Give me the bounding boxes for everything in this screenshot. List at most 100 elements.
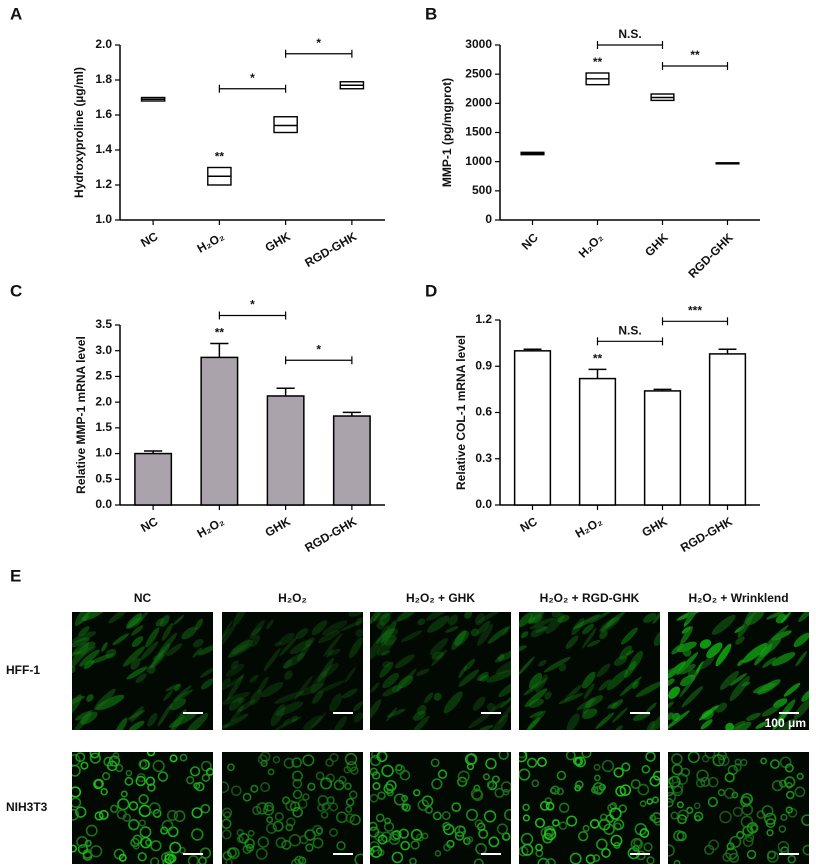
cell bbox=[679, 674, 697, 698]
cell bbox=[226, 847, 237, 858]
cell bbox=[574, 756, 584, 767]
cell bbox=[252, 805, 262, 816]
cell bbox=[112, 752, 120, 760]
cell bbox=[749, 823, 758, 833]
column-label: H₂O₂ bbox=[278, 591, 307, 605]
micrograph bbox=[370, 752, 511, 864]
cell bbox=[582, 697, 594, 715]
cell bbox=[472, 696, 486, 711]
cell bbox=[401, 803, 409, 811]
cell bbox=[386, 707, 398, 722]
cell bbox=[522, 814, 530, 822]
cell bbox=[519, 752, 528, 759]
cell bbox=[317, 657, 335, 683]
cell bbox=[157, 771, 169, 782]
cell bbox=[465, 808, 479, 821]
cell bbox=[552, 819, 560, 827]
cell bbox=[537, 857, 550, 864]
cell bbox=[77, 844, 89, 855]
cell bbox=[741, 681, 751, 687]
cell bbox=[464, 612, 473, 619]
cell bbox=[725, 722, 735, 730]
y-tick-label: 0.0 bbox=[475, 497, 492, 511]
cells bbox=[519, 752, 660, 864]
cell bbox=[775, 613, 787, 624]
cell bbox=[147, 783, 156, 792]
cell bbox=[72, 786, 82, 798]
cell bbox=[773, 698, 788, 708]
cell bbox=[304, 637, 315, 647]
cell bbox=[522, 803, 530, 812]
cell bbox=[771, 718, 797, 730]
row-label: HFF-1 bbox=[6, 663, 40, 677]
cell bbox=[101, 771, 111, 781]
cells bbox=[668, 752, 809, 864]
cell bbox=[292, 778, 303, 789]
cell bbox=[777, 840, 790, 853]
bracket-label: * bbox=[250, 298, 255, 312]
cell bbox=[274, 812, 284, 822]
cell bbox=[310, 670, 328, 694]
cell bbox=[735, 636, 745, 645]
x-tick-label: NC bbox=[138, 514, 160, 535]
cell bbox=[531, 614, 543, 624]
cell bbox=[558, 692, 584, 705]
cell bbox=[646, 720, 655, 730]
cell bbox=[434, 850, 442, 857]
cell bbox=[571, 617, 585, 636]
cell bbox=[639, 800, 647, 807]
micrograph bbox=[222, 752, 363, 864]
cell bbox=[558, 821, 568, 830]
cell bbox=[745, 712, 761, 721]
cell bbox=[272, 755, 281, 764]
cell bbox=[778, 825, 787, 833]
cell bbox=[131, 636, 144, 648]
cell bbox=[329, 753, 339, 763]
cell bbox=[523, 677, 549, 696]
cell bbox=[592, 781, 605, 794]
cell bbox=[226, 673, 245, 701]
y-tick-label: 2.0 bbox=[95, 37, 112, 51]
cell bbox=[740, 796, 752, 808]
y-tick-label: 3.0 bbox=[95, 343, 112, 357]
cell bbox=[290, 715, 299, 723]
cell bbox=[191, 828, 204, 841]
cell bbox=[105, 648, 117, 659]
cell bbox=[236, 699, 256, 713]
cell bbox=[535, 674, 548, 693]
cell bbox=[232, 612, 249, 627]
cell bbox=[635, 681, 660, 698]
cell bbox=[200, 803, 211, 814]
cell bbox=[650, 812, 660, 824]
cell bbox=[630, 779, 641, 790]
cell bbox=[671, 643, 684, 655]
cell bbox=[556, 770, 567, 781]
cell bbox=[740, 815, 754, 829]
cell bbox=[624, 661, 637, 678]
cell bbox=[760, 757, 768, 765]
cell bbox=[163, 690, 174, 701]
cell bbox=[478, 828, 489, 839]
cell bbox=[682, 648, 692, 657]
cell bbox=[680, 626, 694, 646]
cell bbox=[752, 682, 776, 694]
x-tick-label: NC bbox=[138, 229, 160, 250]
cell bbox=[388, 833, 401, 845]
cell bbox=[778, 779, 787, 788]
cell bbox=[466, 836, 474, 843]
cell bbox=[519, 612, 533, 628]
cell bbox=[454, 630, 469, 646]
cell bbox=[169, 754, 178, 763]
cell bbox=[487, 626, 509, 644]
cell bbox=[668, 797, 674, 808]
cell bbox=[641, 764, 651, 774]
cell bbox=[719, 670, 739, 690]
cell bbox=[128, 801, 139, 811]
cell bbox=[521, 843, 534, 856]
cell bbox=[334, 716, 347, 730]
cell bbox=[382, 660, 391, 668]
y-tick-label: 2500 bbox=[465, 66, 492, 80]
cell bbox=[230, 708, 243, 722]
cell bbox=[348, 637, 363, 659]
cell bbox=[197, 645, 213, 656]
